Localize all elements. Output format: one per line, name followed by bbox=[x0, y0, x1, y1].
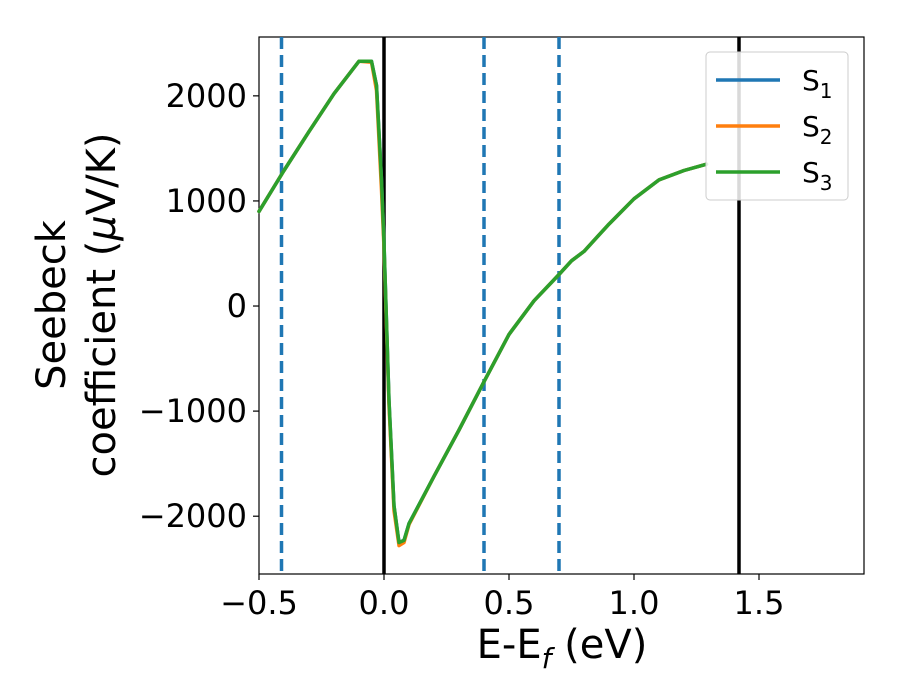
y-axis-label: Seebeck coefficient (μV/K) bbox=[29, 133, 125, 478]
y-axis-ticks: −2000 −1000 0 1000 2000 bbox=[139, 77, 259, 535]
x-tick-label: 1.5 bbox=[734, 584, 785, 622]
x-axis-label: E-Ef (eV) bbox=[477, 622, 648, 675]
x-axis-ticks: −0.5 0.0 0.5 1.0 1.5 bbox=[220, 574, 784, 622]
y-tick-label: 1000 bbox=[166, 182, 247, 220]
x-tick-label: −0.5 bbox=[220, 584, 298, 622]
legend: S1 S2 S3 bbox=[705, 51, 849, 201]
x-tick-label: 0.0 bbox=[359, 584, 410, 622]
x-tick-label: 0.5 bbox=[484, 584, 535, 622]
legend-label-2: S2 bbox=[802, 110, 833, 149]
series-layer bbox=[257, 59, 709, 548]
y-tick-label: −2000 bbox=[139, 497, 247, 535]
y-tick-label: 2000 bbox=[166, 77, 247, 115]
x-tick-label: 1.0 bbox=[609, 584, 660, 622]
y-axis-label-line1: Seebeck bbox=[29, 219, 75, 390]
legend-label-1: S1 bbox=[802, 64, 833, 103]
reference-lines bbox=[279, 37, 741, 574]
y-tick-label: −1000 bbox=[139, 392, 247, 430]
series-line-3 bbox=[257, 59, 709, 545]
y-tick-label: 0 bbox=[227, 287, 247, 325]
y-axis-label-line2: coefficient (μV/K) bbox=[79, 133, 125, 478]
legend-label-3: S3 bbox=[802, 156, 833, 195]
